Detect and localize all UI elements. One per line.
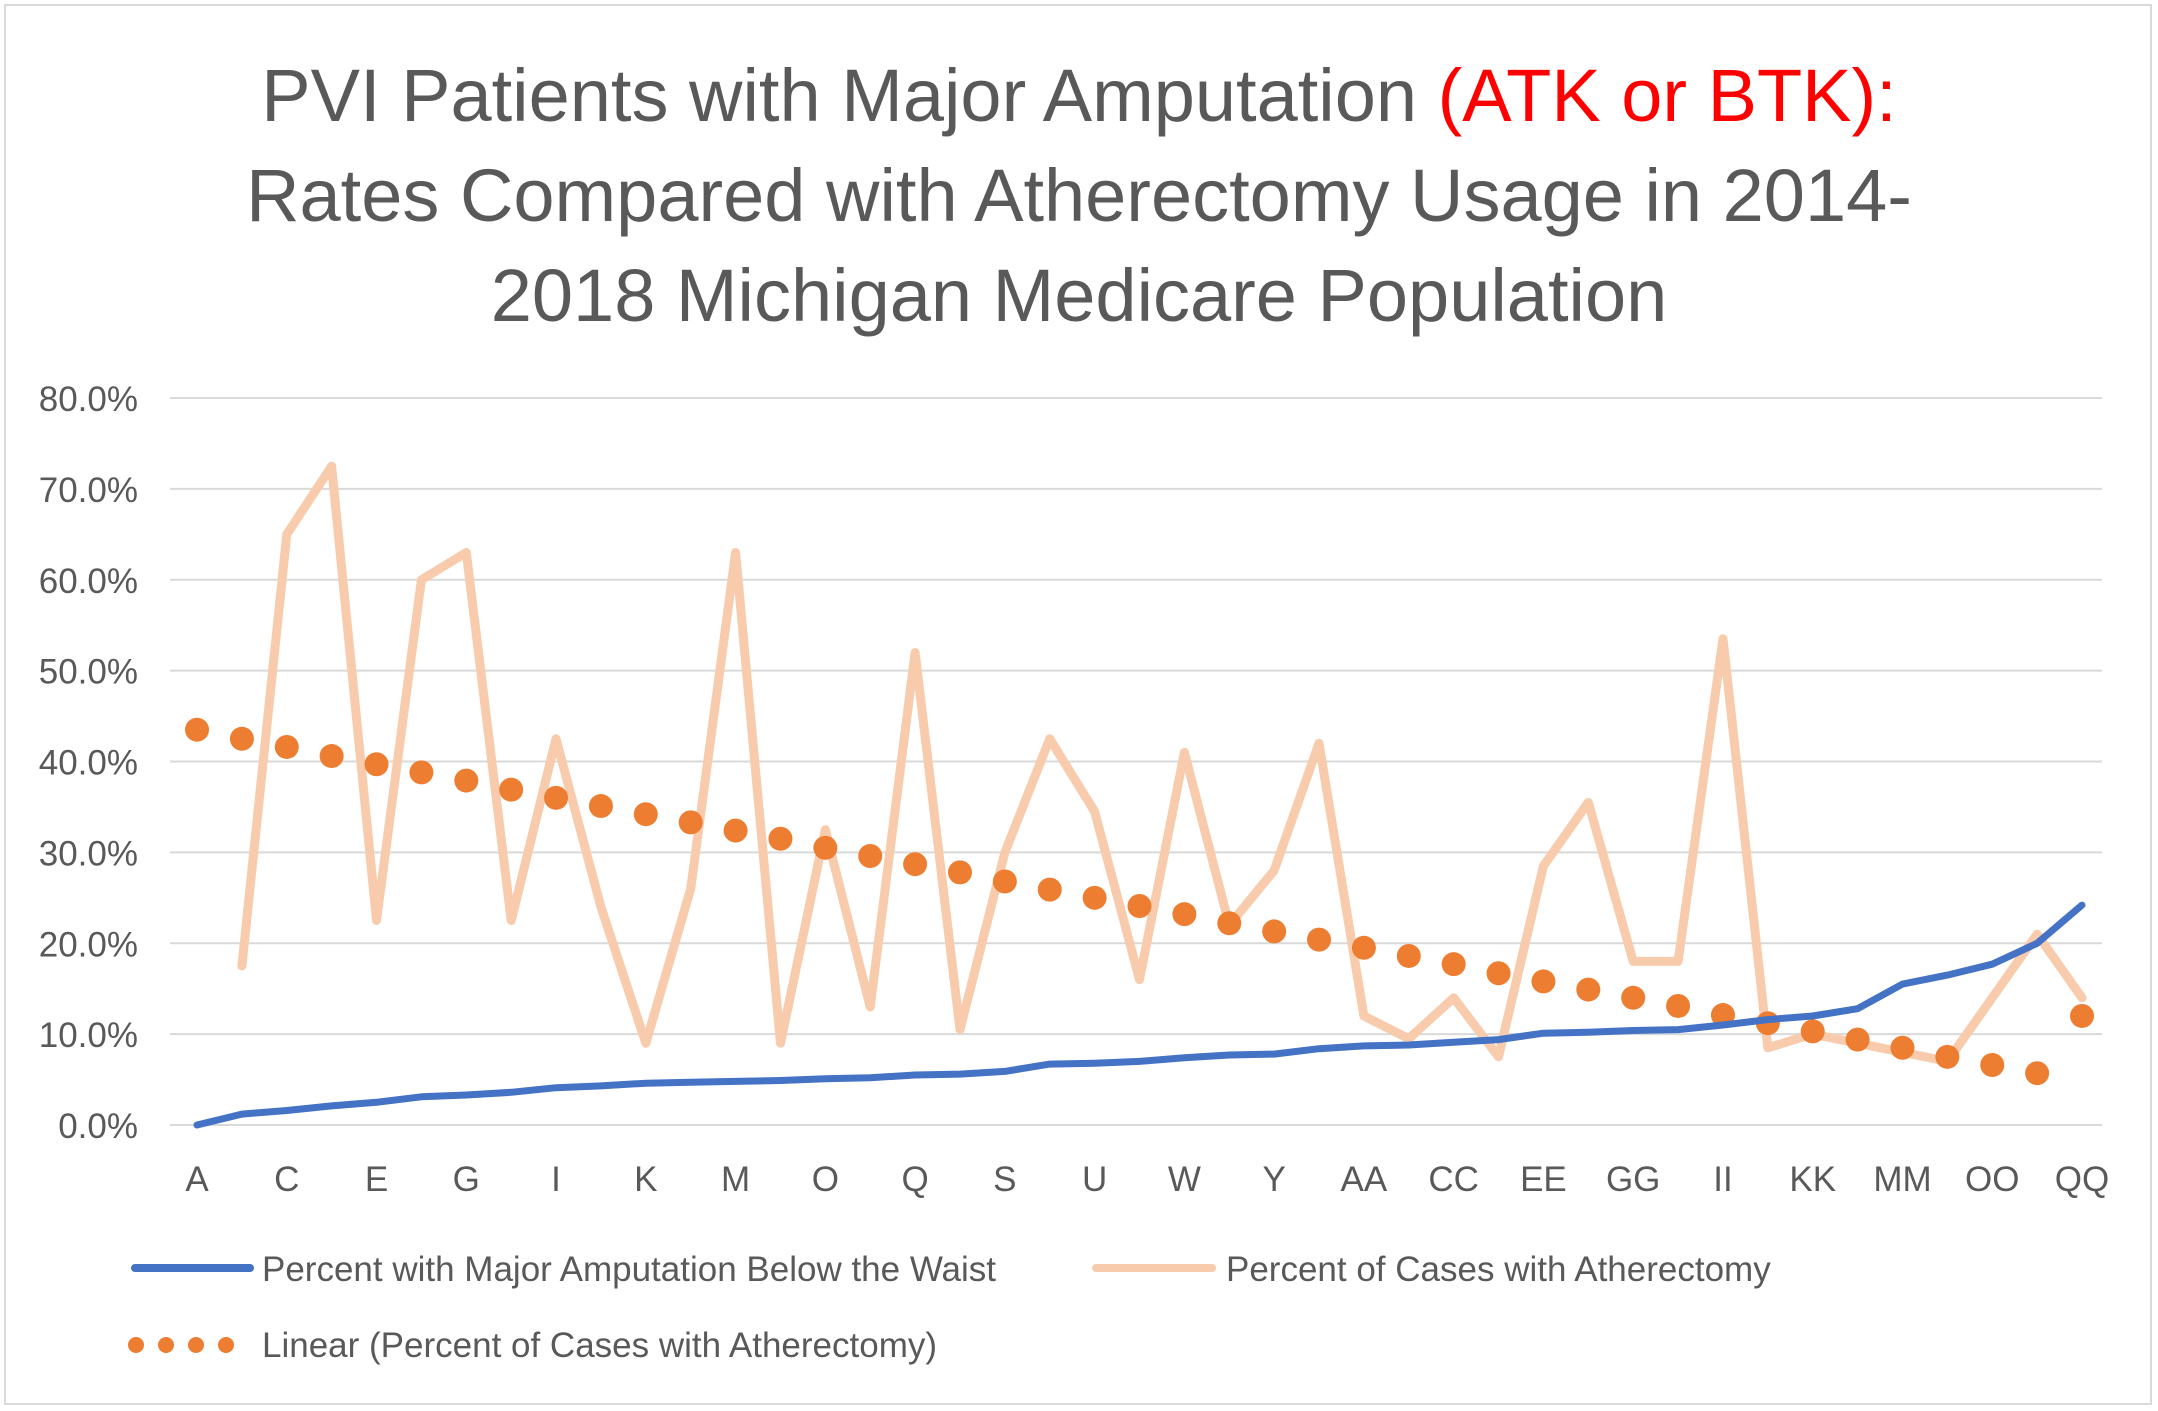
legend-swatch-trendline xyxy=(128,1337,144,1353)
trendline-point xyxy=(1935,1044,1960,1069)
x-tick-label: Y xyxy=(1262,1160,1285,1199)
trendline-point xyxy=(992,869,1017,894)
trendline-point xyxy=(813,835,838,860)
x-tick-label: MM xyxy=(1873,1160,1931,1199)
x-tick-label: II xyxy=(1713,1160,1732,1199)
trendline-point xyxy=(2070,1003,2094,1028)
trendline-point xyxy=(185,717,209,742)
trendline-point xyxy=(903,852,928,877)
trendline-point xyxy=(1666,993,1691,1018)
trendline-point xyxy=(1845,1027,1870,1052)
x-tick-label: C xyxy=(274,1160,299,1199)
x-tick-label: EE xyxy=(1520,1160,1567,1199)
trendline-point xyxy=(1486,961,1511,986)
x-tick-label: KK xyxy=(1789,1160,1836,1199)
trendline-point xyxy=(319,744,344,769)
trendline-point xyxy=(2025,1061,2050,1086)
trendline-point xyxy=(454,768,479,793)
x-tick-label: E xyxy=(365,1160,388,1199)
trendline-point xyxy=(1127,893,1152,918)
title-colon: : xyxy=(1876,54,1897,137)
trendline-point xyxy=(1396,943,1421,968)
trendline-point xyxy=(1980,1053,2005,1078)
legend-swatch-trendline xyxy=(218,1337,234,1353)
x-tick-label: OO xyxy=(1965,1160,2019,1199)
trendline-point xyxy=(364,752,389,777)
trendline-point xyxy=(723,818,748,843)
trendline-point xyxy=(499,777,524,802)
trendline-point xyxy=(409,760,434,785)
trendline-point xyxy=(1531,969,1556,994)
y-tick-label: 10.0% xyxy=(39,1016,138,1055)
y-tick-label: 70.0% xyxy=(39,471,138,510)
x-tick-label: O xyxy=(812,1160,839,1199)
x-tick-label: U xyxy=(1082,1160,1107,1199)
x-tick-label: K xyxy=(634,1160,657,1199)
trendline-point xyxy=(1351,935,1376,960)
trendline-point xyxy=(1082,885,1107,910)
trendline-point xyxy=(1621,985,1646,1010)
title-prefix: PVI Patients with Major Amputation xyxy=(261,54,1438,137)
series-amputation-line xyxy=(193,901,2086,1129)
x-tick-label: AA xyxy=(1341,1160,1388,1199)
trendline-point xyxy=(1037,877,1062,902)
title-line-2: Rates Compared with Atherectomy Usage in… xyxy=(246,154,1912,237)
trendline-point xyxy=(1441,952,1466,977)
trendline-point xyxy=(768,826,793,851)
trendline-point xyxy=(1576,977,1601,1002)
y-tick-label: 0.0% xyxy=(58,1107,138,1146)
y-tick-label: 80.0% xyxy=(39,380,138,419)
x-tick-label: A xyxy=(185,1160,209,1199)
x-tick-label: Q xyxy=(901,1160,928,1199)
title-highlight: (ATK or BTK) xyxy=(1437,54,1877,137)
y-tick-label: 30.0% xyxy=(39,834,138,873)
trendline-point xyxy=(1217,911,1242,936)
trendline-point xyxy=(1262,919,1287,944)
chart-title: PVI Patients with Major Amputation (ATK … xyxy=(0,46,2158,346)
title-line-3: 2018 Michigan Medicare Population xyxy=(490,254,1668,337)
trendline-point xyxy=(678,810,703,835)
trendline-point xyxy=(947,860,972,885)
x-tick-label: QQ xyxy=(2055,1160,2109,1199)
legend-swatch-trendline xyxy=(158,1337,174,1353)
x-tick-label: I xyxy=(551,1160,561,1199)
x-tick-label: G xyxy=(453,1160,480,1199)
trendline-point xyxy=(274,734,299,759)
y-tick-label: 40.0% xyxy=(39,744,138,783)
trendline-point xyxy=(588,794,613,819)
x-tick-label: CC xyxy=(1428,1160,1479,1199)
trendline-point xyxy=(1172,902,1197,927)
legend-label-trendline: Linear (Percent of Cases with Atherectom… xyxy=(262,1326,937,1365)
chart-frame xyxy=(4,4,2152,1405)
legend-label-amputation: Percent with Major Amputation Below the … xyxy=(262,1250,996,1289)
trendline-point xyxy=(544,785,569,810)
trendline-point xyxy=(858,844,883,869)
x-tick-label: GG xyxy=(1606,1160,1660,1199)
trendline-point xyxy=(229,726,254,751)
x-tick-label: S xyxy=(993,1160,1016,1199)
trendline-point xyxy=(633,802,658,827)
trendline-point xyxy=(1800,1019,1825,1044)
y-tick-label: 60.0% xyxy=(39,562,138,601)
trendline-point xyxy=(1890,1035,1915,1060)
y-tick-label: 20.0% xyxy=(39,925,138,964)
series-atherectomy-line xyxy=(237,461,2087,1066)
x-tick-label: M xyxy=(721,1160,750,1199)
y-tick-label: 50.0% xyxy=(39,653,138,692)
legend-label-atherectomy: Percent of Cases with Atherectomy xyxy=(1226,1250,1771,1289)
trendline-point xyxy=(1307,927,1332,952)
x-tick-label: W xyxy=(1168,1160,1201,1199)
title-line-1: PVI Patients with Major Amputation (ATK … xyxy=(0,46,2158,146)
legend-swatch-trendline xyxy=(188,1337,204,1353)
